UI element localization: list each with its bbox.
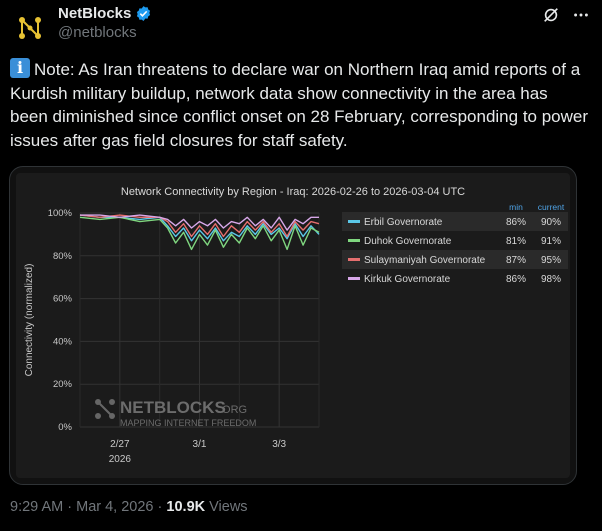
series-line [80, 214, 319, 231]
verified-badge-icon [137, 6, 151, 21]
y-tick-label: 0% [58, 422, 72, 433]
legend-min-value: 86% [506, 274, 526, 285]
info-icon [10, 58, 30, 78]
more-options-icon[interactable] [570, 4, 592, 26]
legend-header-current: current [538, 202, 565, 212]
tweet-body: Note: As Iran threatens to declare war o… [10, 60, 589, 150]
netblocks-logo-icon [19, 17, 41, 39]
y-tick-label: 20% [53, 379, 73, 390]
legend-row-bg [342, 212, 568, 231]
chart-panel: Network Connectivity by Region - Iraq: 2… [16, 173, 570, 478]
legend-min-value: 87% [506, 255, 526, 266]
views-count: 10.9K [166, 499, 206, 515]
legend-current-value: 90% [541, 217, 561, 228]
handle[interactable]: @netblocks [58, 24, 137, 41]
views-label: Views [209, 499, 248, 515]
y-tick-label: 80% [53, 251, 73, 262]
x-tick-label: 3/1 [193, 439, 207, 450]
watermark-logo-node [109, 399, 115, 405]
legend-series-name: Duhok Governorate [364, 236, 452, 247]
x-tick-sublabel: 2026 [109, 454, 132, 465]
legend-series-name: Sulaymaniyah Governorate [364, 255, 486, 266]
legend-row-bg [342, 250, 568, 269]
watermark-suffix: .ORG [219, 404, 247, 416]
legend-header-min: min [509, 202, 523, 212]
tweet-metadata: 9:29 AM · Mar 4, 2026 · 10.9K Views [10, 499, 248, 515]
author-name-row[interactable]: NetBlocks [58, 5, 152, 22]
grok-icon[interactable] [540, 4, 562, 26]
post-date[interactable]: Mar 4, 2026 [76, 499, 154, 515]
watermark-logo-node [95, 413, 101, 419]
legend-swatch [348, 277, 360, 280]
legend-min-value: 86% [506, 217, 526, 228]
series-line [79, 216, 320, 251]
post-time[interactable]: 9:29 AM [10, 499, 64, 515]
chart-title: Network Connectivity by Region - Iraq: 2… [121, 186, 465, 198]
legend-min-value: 81% [506, 236, 526, 247]
separator: · [157, 499, 163, 515]
x-tick-label: 2/27 [110, 439, 130, 450]
media-attachment[interactable]: Network Connectivity by Region - Iraq: 2… [9, 166, 577, 485]
avatar[interactable] [10, 8, 50, 48]
separator: · [67, 499, 73, 515]
y-tick-label: 60% [53, 294, 73, 305]
watermark-brand: NETBLOCKS [120, 398, 226, 417]
connectivity-chart: Network Connectivity by Region - Iraq: 2… [24, 186, 568, 465]
y-axis-label: Connectivity (normalized) [24, 264, 35, 377]
legend-swatch [348, 239, 360, 242]
watermark-logo-edge [97, 401, 113, 417]
top-actions [540, 4, 592, 26]
display-name[interactable]: NetBlocks [58, 5, 132, 22]
legend-current-value: 91% [541, 236, 561, 247]
x-tick-label: 3/3 [272, 439, 286, 450]
legend-series-name: Kirkuk Governorate [364, 274, 451, 285]
legend-swatch [348, 258, 360, 261]
legend-series-name: Erbil Governorate [364, 217, 443, 228]
y-tick-label: 40% [53, 336, 73, 347]
tweet-text: Note: As Iran threatens to declare war o… [10, 58, 590, 152]
legend-swatch [348, 220, 360, 223]
legend-current-value: 95% [541, 255, 561, 266]
y-tick-label: 100% [48, 208, 73, 219]
watermark-tagline: MAPPING INTERNET FREEDOM [120, 418, 256, 428]
legend-current-value: 98% [541, 274, 561, 285]
